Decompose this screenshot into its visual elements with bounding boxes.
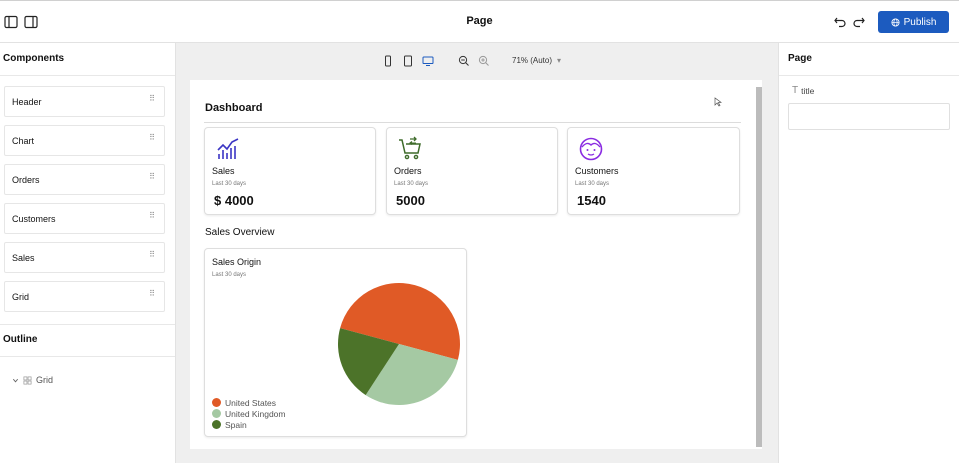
pie-slice-united-states[interactable]	[340, 283, 460, 360]
tablet-icon[interactable]	[402, 55, 414, 67]
chart-title: Sales Origin	[212, 257, 262, 267]
dashboard-title: Dashboard	[205, 102, 263, 114]
title-field-label: T title	[792, 85, 814, 96]
chart-legend: United States United Kingdom Spain	[212, 397, 285, 430]
drag-handle-icon[interactable]: ⠿	[149, 172, 155, 181]
mobile-icon[interactable]	[382, 55, 394, 67]
legend-dot	[212, 420, 221, 429]
right-panel: Page T title	[778, 43, 959, 463]
card-value: 5000	[396, 193, 425, 208]
pie-slice-united-kingdom[interactable]	[365, 344, 458, 405]
pie-slice-spain[interactable]	[338, 328, 399, 396]
pie-chart	[338, 283, 460, 405]
legend-label: United States	[225, 397, 277, 408]
card-subtitle: Last 30 days	[575, 181, 610, 187]
component-label: Sales	[12, 252, 35, 263]
sales-overview-title: Sales Overview	[205, 227, 275, 238]
canvas-toolbar: 71% (Auto) ▾	[176, 55, 778, 69]
drag-handle-icon[interactable]: ⠿	[149, 133, 155, 142]
drag-handle-icon[interactable]: ⠿	[149, 289, 155, 298]
legend-item: United States	[212, 397, 285, 408]
component-orders[interactable]: Orders ⠿	[4, 164, 165, 195]
component-customers[interactable]: Customers ⠿	[4, 203, 165, 234]
legend-item: Spain	[212, 419, 285, 430]
component-label: Chart	[12, 135, 35, 146]
card-value: 1540	[577, 193, 606, 208]
card-value: $ 4000	[214, 193, 254, 208]
divider	[779, 75, 959, 76]
publish-label: Publish	[903, 16, 937, 28]
field-label: title	[801, 85, 815, 96]
drag-handle-icon[interactable]: ⠿	[149, 250, 155, 259]
divider	[204, 122, 741, 123]
page-title: Page	[466, 15, 493, 27]
grid-icon	[23, 376, 32, 384]
orders-card[interactable]: Orders Last 30 days 5000	[386, 127, 558, 215]
top-bar: Page Publish	[0, 0, 959, 43]
card-subtitle: Last 30 days	[212, 181, 247, 187]
title-input[interactable]	[788, 103, 950, 130]
card-label: Orders	[394, 166, 422, 176]
zoom-in-icon[interactable]	[478, 55, 490, 67]
chevron-down-icon[interactable]	[12, 377, 19, 384]
component-label: Grid	[12, 291, 30, 302]
left-sidebar: Components Header ⠿ Chart ⠿ Orders ⠿ Cus…	[0, 43, 176, 463]
chart-subtitle: Last 30 days	[212, 272, 247, 278]
divider	[0, 75, 175, 76]
component-sales[interactable]: Sales ⠿	[4, 242, 165, 273]
publish-button[interactable]: Publish	[878, 11, 949, 33]
undo-icon[interactable]	[833, 14, 847, 28]
globe-icon	[891, 17, 900, 27]
text-type-icon: T	[792, 85, 799, 96]
customers-card[interactable]: Customers Last 30 days 1540	[567, 127, 740, 215]
legend-dot	[212, 409, 221, 418]
chevron-down-icon[interactable]: ▾	[557, 56, 562, 65]
sales-card[interactable]: Sales Last 30 days $ 4000	[204, 127, 376, 215]
chart-line-icon	[217, 138, 239, 159]
cart-icon	[399, 136, 421, 160]
legend-dot	[212, 398, 221, 407]
drag-handle-icon[interactable]: ⠿	[149, 211, 155, 220]
properties-title: Page	[788, 53, 812, 64]
legend-label: Spain	[225, 419, 247, 430]
page-frame: Dashboard Sales Last 30 days $ 4000	[190, 80, 762, 449]
component-label: Customers	[12, 213, 56, 224]
scrollbar[interactable]	[756, 87, 762, 447]
legend-label: United Kingdom	[225, 408, 286, 419]
components-title: Components	[3, 53, 65, 64]
canvas-area: 71% (Auto) ▾ Dashboard Sales Last 30 day…	[176, 43, 778, 463]
divider	[0, 324, 175, 325]
sidebar-right-icon[interactable]	[24, 15, 38, 29]
cursor-icon	[714, 97, 722, 107]
divider	[0, 356, 175, 357]
card-subtitle: Last 30 days	[394, 181, 429, 187]
legend-item: United Kingdom	[212, 408, 285, 419]
drag-handle-icon[interactable]: ⠿	[149, 94, 155, 103]
face-icon	[579, 137, 603, 161]
component-header[interactable]: Header ⠿	[4, 86, 165, 117]
outline-title: Outline	[3, 334, 38, 345]
component-grid[interactable]: Grid ⠿	[4, 281, 165, 312]
desktop-icon[interactable]	[422, 55, 434, 67]
outline-item-grid[interactable]: Grid	[12, 375, 53, 385]
sales-origin-card: Sales Origin Last 30 days United States …	[204, 248, 467, 437]
redo-icon[interactable]	[852, 14, 866, 28]
component-label: Orders	[12, 174, 40, 185]
zoom-select[interactable]: 71% (Auto)	[512, 56, 553, 65]
sidebar-left-icon[interactable]	[4, 15, 18, 29]
component-label: Header	[12, 96, 42, 107]
card-label: Sales	[212, 166, 235, 176]
component-chart[interactable]: Chart ⠿	[4, 125, 165, 156]
zoom-out-icon[interactable]	[458, 55, 470, 67]
card-label: Customers	[575, 166, 619, 176]
outline-label: Grid	[36, 375, 54, 385]
